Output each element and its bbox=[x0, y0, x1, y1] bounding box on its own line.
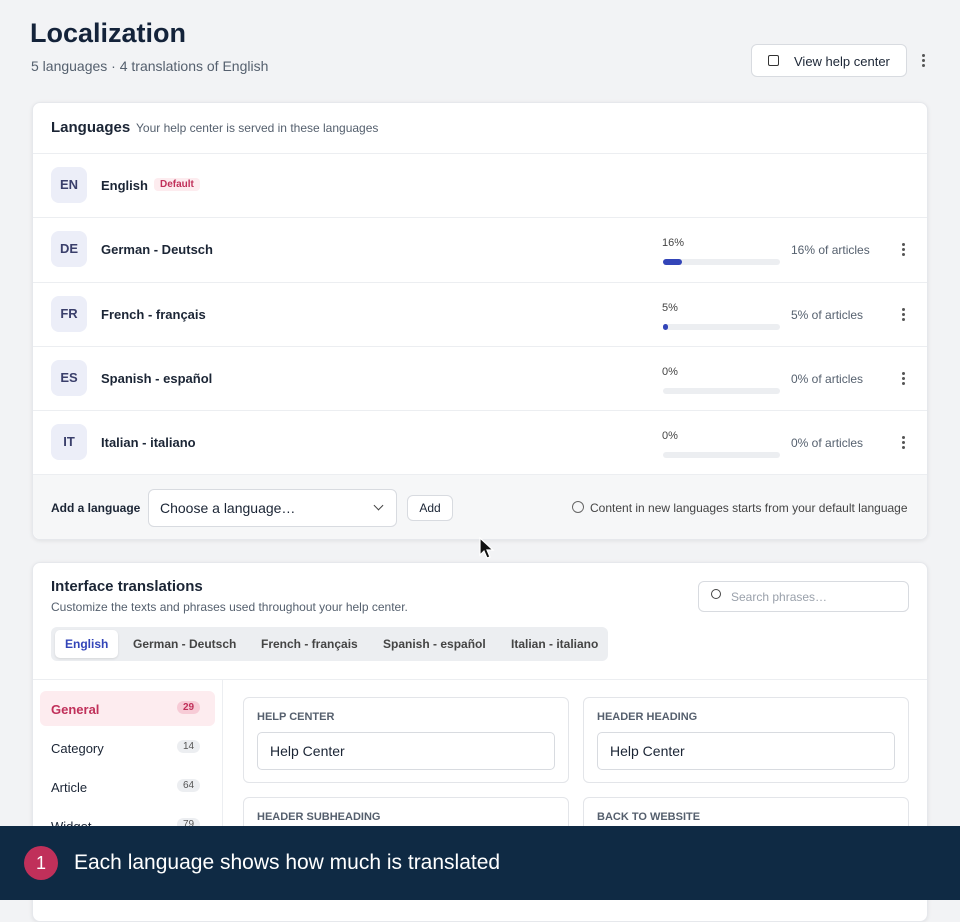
more-button[interactable] bbox=[897, 436, 909, 450]
language-name: Spanish - español bbox=[101, 371, 213, 386]
category-name: General bbox=[51, 702, 100, 717]
default-badge: Default bbox=[154, 178, 200, 191]
page-subtitle: 5 languages · 4 translations of English bbox=[31, 58, 269, 74]
language-select[interactable]: Choose a language… bbox=[148, 489, 397, 527]
screen: Localization 5 languages · 4 translations… bbox=[0, 18, 960, 922]
tab[interactable]: Spanish - español bbox=[383, 637, 486, 651]
external-icon bbox=[768, 55, 779, 66]
chevron bbox=[373, 500, 384, 511]
field-value: Help Center bbox=[270, 743, 345, 759]
dot bbox=[902, 382, 905, 385]
field-label: BACK TO WEBSITE bbox=[597, 811, 701, 823]
language-code: DE bbox=[51, 231, 87, 267]
language-name: German - Deutsch bbox=[101, 242, 213, 257]
select-placeholder: Choose a language… bbox=[160, 500, 296, 516]
divider bbox=[33, 217, 927, 218]
tabs bbox=[51, 627, 608, 661]
language-code: EN bbox=[51, 167, 87, 203]
tab[interactable]: German - Deutsch bbox=[133, 637, 237, 651]
tab[interactable]: English bbox=[55, 630, 119, 658]
dot bbox=[902, 253, 905, 256]
divider bbox=[33, 282, 927, 283]
progress-track bbox=[663, 324, 780, 330]
dot bbox=[902, 308, 905, 311]
section-description: Your help center is served in these lang… bbox=[136, 121, 379, 135]
language-code: ES bbox=[51, 360, 87, 396]
dot bbox=[922, 59, 925, 62]
divider bbox=[33, 346, 927, 347]
view-help-button[interactable]: View help center bbox=[751, 44, 907, 77]
category-count: 29 bbox=[177, 701, 201, 714]
callout-text: Each language shows how much is translat… bbox=[74, 851, 501, 874]
page-title: Localization bbox=[30, 18, 187, 48]
dot bbox=[902, 243, 905, 246]
divider bbox=[33, 679, 927, 680]
dot bbox=[902, 441, 905, 444]
section-title: Languages bbox=[51, 119, 131, 136]
field-value: Help Center bbox=[610, 743, 685, 759]
field-label: HEADER SUBHEADING bbox=[257, 811, 381, 823]
language-name: Italian - italiano bbox=[101, 435, 196, 450]
search-icon bbox=[711, 589, 721, 599]
progress-fill bbox=[663, 324, 668, 330]
progress-track bbox=[663, 452, 780, 458]
language-code: FR bbox=[51, 296, 87, 332]
coverage: 0% of articles bbox=[791, 372, 864, 386]
callout-banner bbox=[0, 826, 960, 900]
coverage: 0% of articles bbox=[791, 436, 864, 450]
add-button[interactable]: Add bbox=[407, 495, 453, 521]
dot bbox=[922, 64, 925, 67]
step-badge: 1 bbox=[24, 846, 58, 880]
category-name: Article bbox=[51, 780, 88, 795]
dot bbox=[902, 313, 905, 316]
cursor bbox=[479, 536, 495, 559]
sidebar-divider bbox=[222, 680, 223, 830]
dot bbox=[902, 372, 905, 375]
more-button[interactable] bbox=[897, 308, 909, 322]
language-code: IT bbox=[51, 424, 87, 460]
coverage: 5% of articles bbox=[791, 308, 864, 322]
more-button[interactable] bbox=[917, 54, 929, 68]
progress-track bbox=[663, 259, 780, 265]
field-input[interactable]: Help Center bbox=[257, 732, 555, 770]
more-button[interactable] bbox=[897, 372, 909, 386]
tab[interactable]: French - français bbox=[261, 637, 358, 651]
search-placeholder: Search phrases… bbox=[731, 590, 828, 604]
info-icon bbox=[572, 501, 584, 513]
search-box[interactable]: Search phrases… bbox=[698, 581, 909, 612]
section-description: Customize the texts and phrases used thr… bbox=[51, 600, 408, 614]
divider bbox=[33, 410, 927, 411]
progress-label: 5% bbox=[662, 302, 678, 314]
more-button[interactable] bbox=[897, 243, 909, 257]
language-name: French - français bbox=[101, 307, 206, 322]
field-label: HEADER HEADING bbox=[597, 711, 698, 723]
field-label: HELP CENTER bbox=[257, 711, 335, 723]
button-label: View help center bbox=[794, 54, 890, 69]
tab[interactable]: Italian - italiano bbox=[511, 637, 599, 651]
language-name: English bbox=[101, 178, 148, 193]
category-count: 14 bbox=[177, 740, 201, 753]
languages-card bbox=[32, 102, 928, 540]
section-title: Interface translations bbox=[51, 578, 203, 595]
progress-label: 16% bbox=[662, 237, 685, 249]
field-input[interactable]: Help Center bbox=[597, 732, 895, 770]
category-count: 64 bbox=[177, 779, 201, 792]
dot bbox=[902, 318, 905, 321]
divider bbox=[33, 153, 927, 154]
dot bbox=[902, 436, 905, 439]
progress-label: 0% bbox=[662, 366, 678, 378]
progress-track bbox=[663, 388, 780, 394]
dot bbox=[922, 54, 925, 57]
dot bbox=[902, 377, 905, 380]
progress-fill bbox=[663, 259, 682, 265]
coverage: 16% of articles bbox=[791, 243, 870, 257]
add-label: Add a language bbox=[51, 501, 141, 515]
category-name: Category bbox=[51, 741, 104, 756]
add-note: Content in new languages starts from you… bbox=[590, 501, 908, 515]
progress-label: 0% bbox=[662, 430, 678, 442]
dot bbox=[902, 446, 905, 449]
dot bbox=[902, 248, 905, 251]
